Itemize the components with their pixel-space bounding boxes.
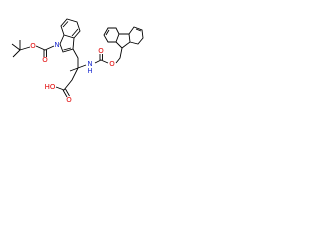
bond bbox=[11, 40, 31, 58]
molecule: O O N N H O O HO O bbox=[11, 18, 144, 104]
atom-label: HO bbox=[45, 83, 56, 91]
bonds bbox=[11, 18, 144, 98]
atom-label: O bbox=[30, 42, 36, 50]
bond bbox=[59, 18, 81, 53]
bond bbox=[55, 48, 87, 98]
atom-label: O bbox=[42, 56, 48, 64]
atom-labels: O O N N H O O HO O bbox=[30, 41, 115, 104]
atom-label: O bbox=[109, 60, 115, 68]
atom-label: N bbox=[87, 60, 92, 68]
bond bbox=[94, 47, 123, 64]
bond bbox=[103, 26, 144, 49]
atom-label: N bbox=[54, 41, 59, 49]
atom-label: H bbox=[87, 67, 92, 75]
atom-label: O bbox=[98, 47, 104, 55]
bond bbox=[35, 45, 55, 57]
atom-label: O bbox=[66, 96, 72, 104]
